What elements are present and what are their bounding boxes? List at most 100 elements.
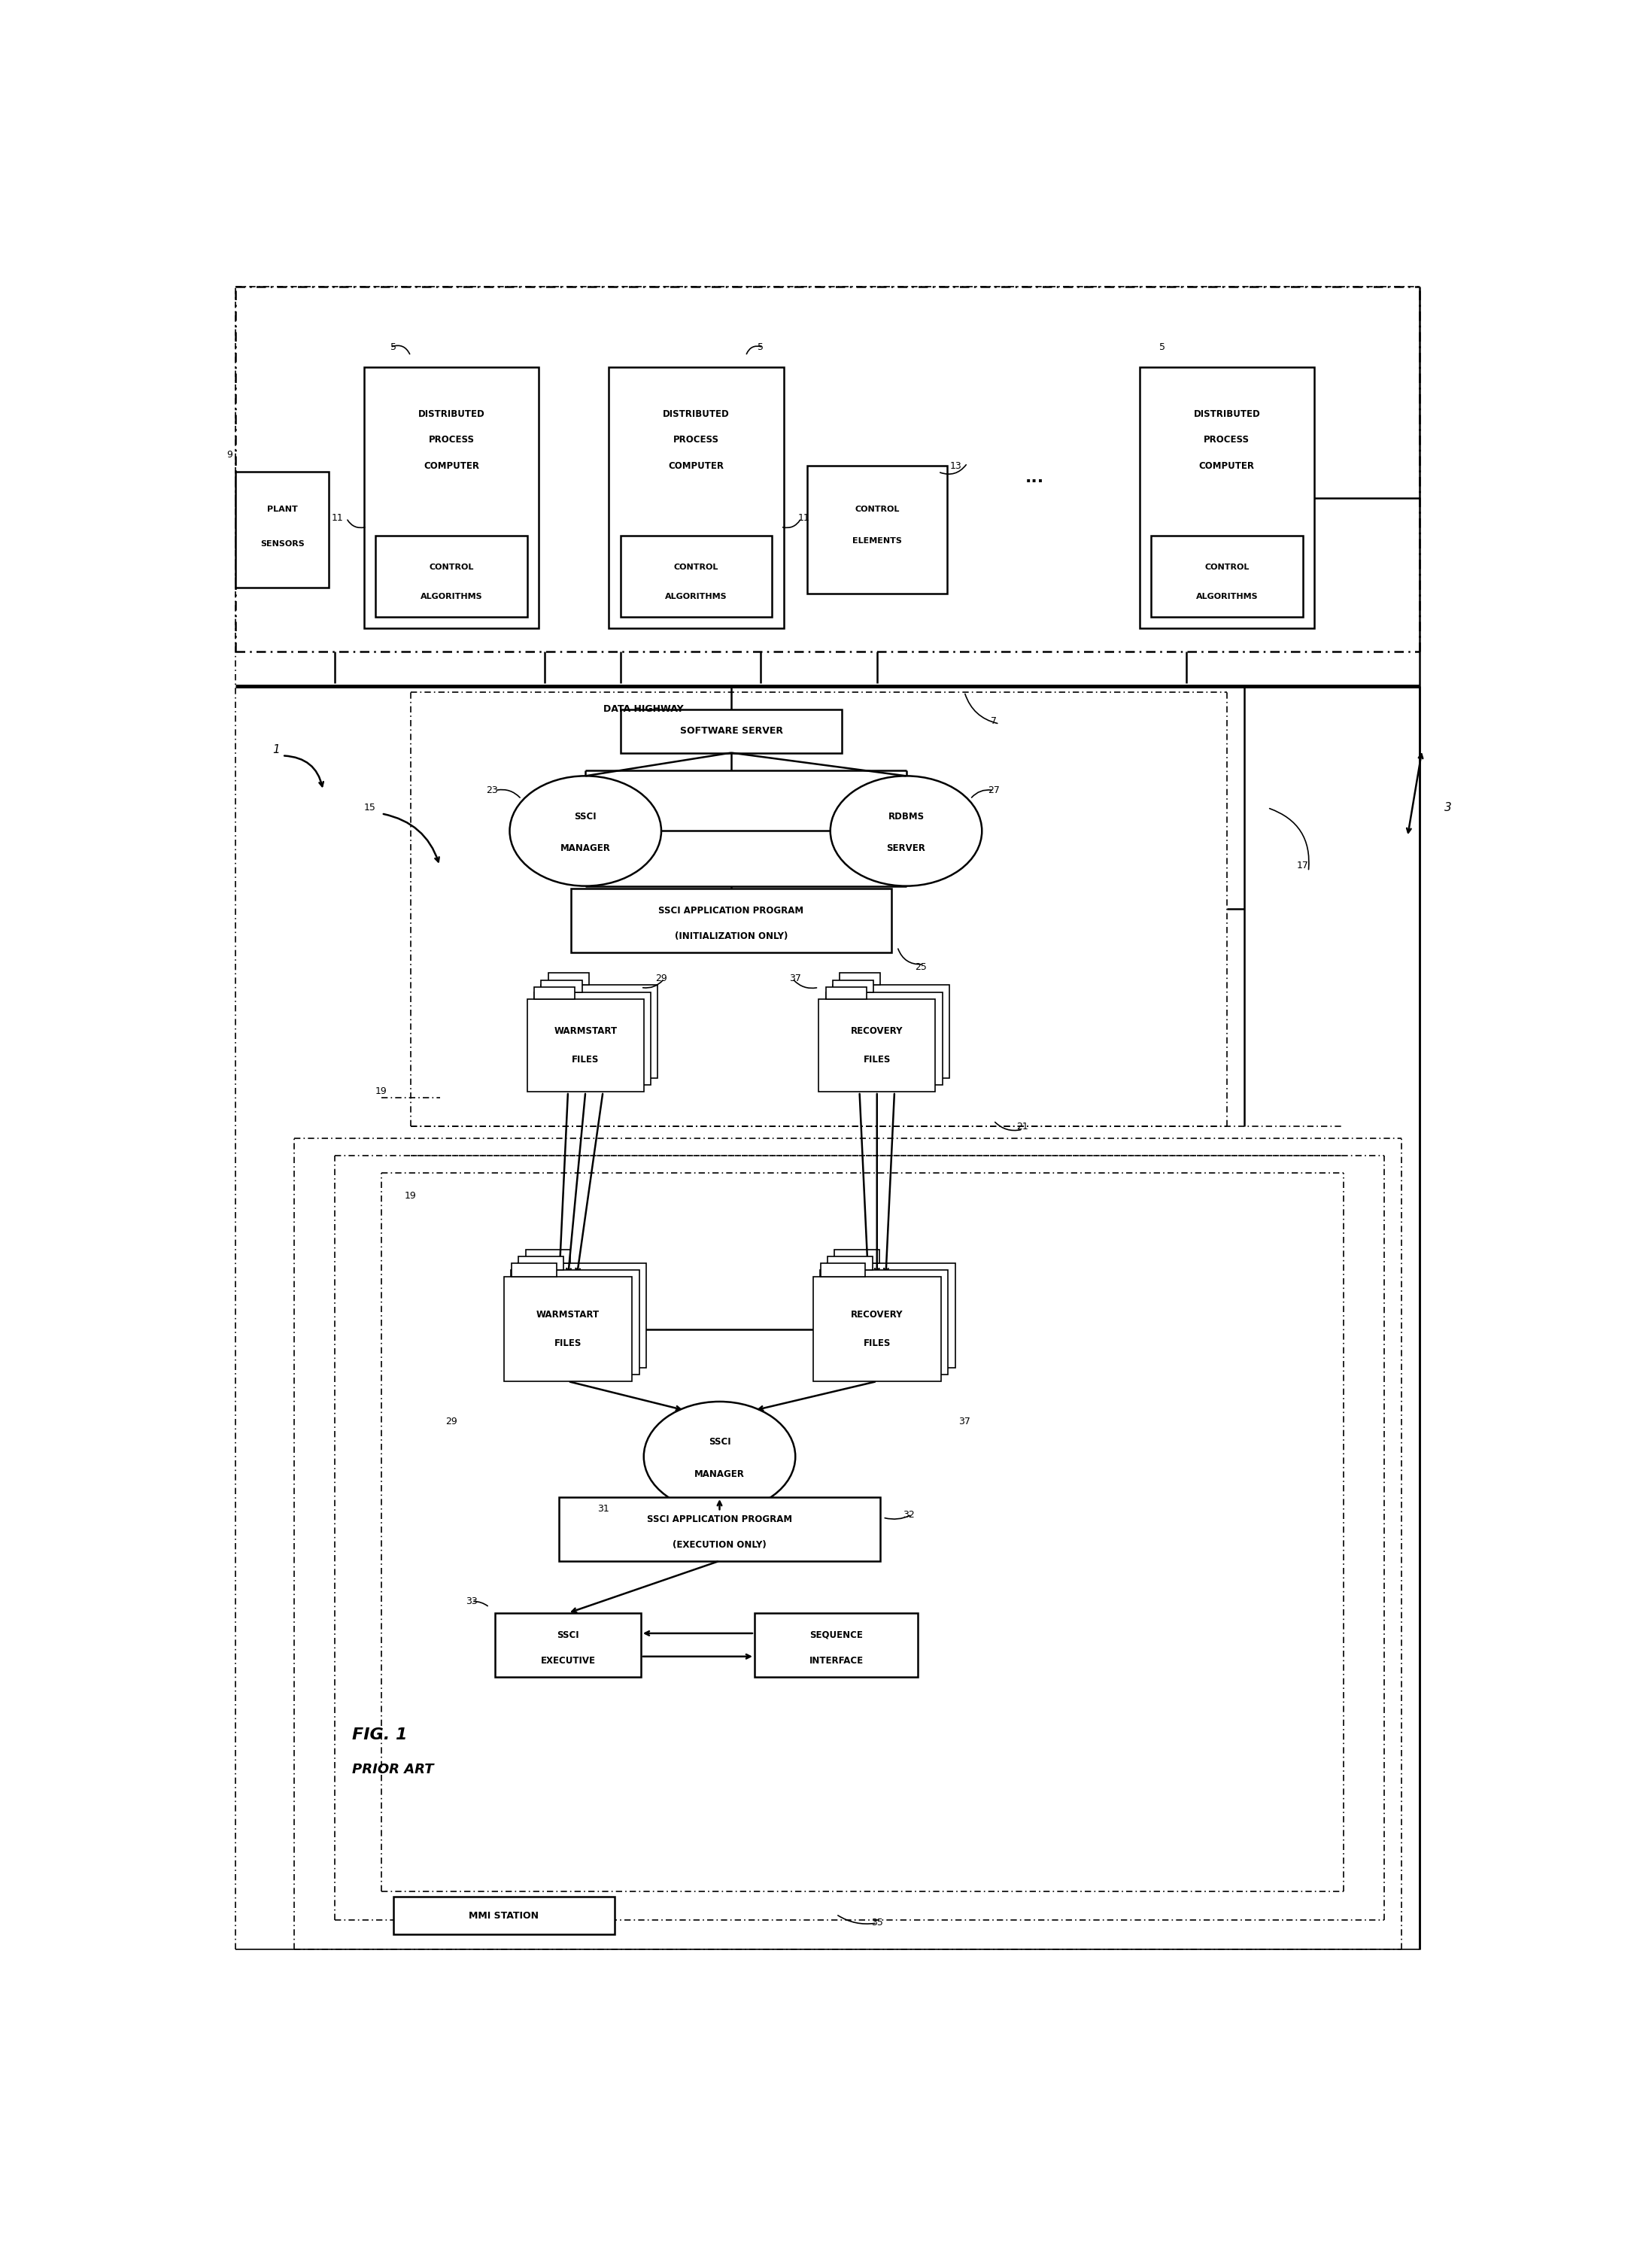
Text: ALGORITHMS: ALGORITHMS — [666, 592, 727, 601]
Text: COMPUTER: COMPUTER — [423, 462, 479, 471]
Text: 5: 5 — [390, 343, 396, 352]
Text: 17: 17 — [1297, 861, 1308, 870]
Bar — [534, 986, 575, 1000]
Text: 19: 19 — [405, 1191, 416, 1202]
Text: PLANT: PLANT — [268, 507, 297, 513]
Text: 3: 3 — [1444, 803, 1452, 814]
Text: SEQUENCE: SEQUENCE — [809, 1630, 862, 1639]
Bar — [375, 536, 527, 617]
Text: PROCESS: PROCESS — [428, 435, 474, 444]
Text: ALGORITHMS: ALGORITHMS — [420, 592, 482, 601]
Text: ELEMENTS: ELEMENTS — [852, 538, 902, 545]
Text: CONTROL: CONTROL — [674, 563, 719, 572]
Text: CONTROL: CONTROL — [1204, 563, 1249, 572]
Bar — [833, 984, 950, 1078]
Bar — [828, 1256, 872, 1269]
Text: INTERFACE: INTERFACE — [809, 1655, 864, 1666]
Bar — [813, 1278, 942, 1381]
Text: SSCI: SSCI — [557, 1630, 580, 1639]
Text: EXECUTIVE: EXECUTIVE — [540, 1655, 595, 1666]
Text: 35: 35 — [871, 1919, 882, 1928]
Text: 19: 19 — [375, 1087, 387, 1096]
Bar — [548, 973, 590, 984]
Text: 9: 9 — [226, 451, 233, 460]
Bar — [542, 980, 582, 991]
Bar — [519, 1256, 563, 1269]
Bar — [610, 368, 783, 628]
Bar — [496, 1612, 641, 1677]
Text: RDBMS: RDBMS — [889, 812, 923, 821]
Bar — [393, 1897, 615, 1935]
Text: FILES: FILES — [864, 1338, 890, 1347]
Bar — [534, 991, 651, 1085]
Bar — [542, 984, 657, 1078]
Text: RECOVERY: RECOVERY — [851, 1309, 904, 1321]
Bar — [510, 1269, 639, 1374]
Text: WARMSTART: WARMSTART — [537, 1309, 600, 1321]
Bar — [517, 1262, 646, 1368]
Text: 37: 37 — [790, 973, 801, 984]
Text: CONTROL: CONTROL — [854, 507, 899, 513]
Text: RECOVERY: RECOVERY — [851, 1027, 904, 1036]
Bar — [621, 708, 843, 753]
Text: SSCI APPLICATION PROGRAM: SSCI APPLICATION PROGRAM — [659, 906, 805, 915]
Text: COMPUTER: COMPUTER — [669, 462, 724, 471]
Text: WARMSTART: WARMSTART — [553, 1027, 618, 1036]
Text: 23: 23 — [486, 785, 499, 796]
Bar — [512, 1264, 557, 1278]
Text: 25: 25 — [915, 962, 927, 973]
Text: FIG. 1: FIG. 1 — [352, 1726, 408, 1742]
Bar — [826, 986, 866, 1000]
Text: 27: 27 — [988, 785, 999, 796]
Text: ALGORITHMS: ALGORITHMS — [1196, 592, 1257, 601]
Text: 21: 21 — [1016, 1121, 1029, 1132]
Text: SSCI: SSCI — [709, 1437, 730, 1446]
Text: 5: 5 — [757, 343, 763, 352]
Bar — [828, 1262, 955, 1368]
Bar — [1140, 368, 1315, 628]
Text: 13: 13 — [950, 462, 961, 471]
Text: FILES: FILES — [555, 1338, 582, 1347]
Ellipse shape — [831, 776, 981, 886]
Text: MMI STATION: MMI STATION — [469, 1910, 539, 1921]
Text: SSCI APPLICATION PROGRAM: SSCI APPLICATION PROGRAM — [648, 1513, 793, 1525]
Text: FILES: FILES — [864, 1056, 890, 1065]
Text: PROCESS: PROCESS — [1204, 435, 1249, 444]
Ellipse shape — [510, 776, 661, 886]
Text: SSCI: SSCI — [575, 812, 596, 821]
Bar — [839, 973, 881, 984]
Text: 31: 31 — [596, 1504, 610, 1513]
Bar — [834, 1249, 879, 1262]
Bar — [821, 1264, 866, 1278]
Bar — [755, 1612, 919, 1677]
Text: (EXECUTION ONLY): (EXECUTION ONLY) — [672, 1540, 767, 1549]
Text: SENSORS: SENSORS — [261, 540, 304, 547]
Bar — [236, 471, 329, 587]
Text: 33: 33 — [466, 1596, 477, 1605]
Text: PROCESS: PROCESS — [674, 435, 719, 444]
Text: SERVER: SERVER — [887, 843, 925, 854]
Text: CONTROL: CONTROL — [430, 563, 474, 572]
Text: DISTRIBUTED: DISTRIBUTED — [418, 408, 484, 419]
Text: MANAGER: MANAGER — [694, 1469, 745, 1480]
Bar — [621, 536, 771, 617]
Text: MANAGER: MANAGER — [560, 843, 611, 854]
Text: FILES: FILES — [572, 1056, 600, 1065]
Ellipse shape — [644, 1401, 795, 1511]
Text: (INITIALIZATION ONLY): (INITIALIZATION ONLY) — [674, 930, 788, 942]
Text: 1: 1 — [273, 744, 281, 756]
Bar — [819, 1000, 935, 1092]
Bar — [819, 1269, 948, 1374]
Text: 5: 5 — [1160, 343, 1166, 352]
Bar — [572, 888, 892, 953]
Text: 37: 37 — [958, 1417, 970, 1426]
Text: 11: 11 — [332, 513, 344, 522]
Bar — [833, 980, 874, 991]
Bar — [363, 368, 539, 628]
Text: DATA HIGHWAY: DATA HIGHWAY — [603, 704, 684, 715]
Text: 29: 29 — [656, 973, 667, 984]
Text: 11: 11 — [798, 513, 809, 522]
Bar — [504, 1278, 633, 1381]
Bar — [808, 466, 947, 594]
Text: DISTRIBUTED: DISTRIBUTED — [662, 408, 730, 419]
